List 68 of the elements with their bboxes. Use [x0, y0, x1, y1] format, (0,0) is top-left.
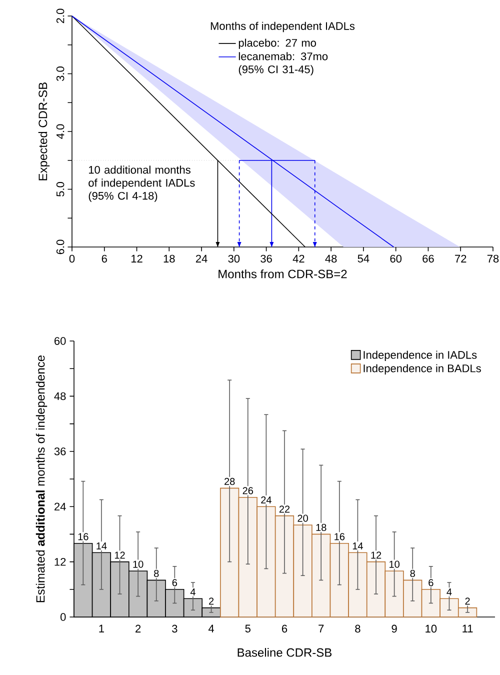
- x-tick-label: 42: [292, 254, 304, 262]
- x-axis-title: Months from CDR-SB=2: [218, 269, 347, 278]
- x-tick-label: 10: [426, 624, 437, 633]
- data-label: 2: [465, 598, 470, 605]
- x-tick-label: 60: [390, 254, 402, 263]
- annotation: 10 additional months of independent IADLs (95% CI 4-18): [88, 166, 195, 202]
- x-axis-title: Baseline CDR-SB: [238, 648, 332, 657]
- data-label: 6: [428, 579, 434, 586]
- data-label: 8: [154, 570, 159, 577]
- data-label: 26: [242, 487, 254, 494]
- y-axis-title: Estimated additional months of independence: [36, 356, 48, 602]
- x-tick-label: 3: [172, 624, 178, 633]
- y-tick-label: 12: [54, 558, 66, 566]
- legend-label: Independence in IADLs: [364, 350, 477, 361]
- legend-title: Months of independent IADLs: [210, 22, 355, 32]
- data-label: 2: [209, 598, 214, 605]
- data-label: 10: [133, 560, 144, 568]
- legend-label: lecanemab: 37mo (95% CI 31-45): [238, 52, 328, 76]
- x-tick-label: 72: [455, 254, 466, 262]
- data-label: 6: [172, 579, 178, 586]
- y-tick-label: 5.0: [56, 182, 64, 196]
- y-tick-label: 48: [54, 392, 66, 400]
- x-tick-label: 54: [358, 254, 370, 262]
- x-tick-label: 6: [102, 254, 107, 263]
- x-tick-label: 0: [69, 254, 75, 263]
- x-tick-label: 24: [196, 254, 208, 262]
- data-label: 16: [78, 533, 88, 540]
- x-tick-label: 7: [318, 624, 324, 632]
- y-tick-label: 6.0: [56, 240, 64, 254]
- data-label: 10: [390, 560, 400, 568]
- data-label: 14: [96, 542, 107, 550]
- legend-label: placebo: 27 mo: [238, 38, 316, 49]
- y-tick-label: 2.0: [56, 8, 64, 24]
- x-tick-label: 12: [131, 254, 142, 262]
- y-tick-label: 0: [60, 613, 66, 621]
- x-tick-label: 5: [245, 624, 250, 632]
- data-label: 18: [316, 524, 326, 531]
- x-tick-label: 11: [462, 624, 473, 632]
- y-tick-label: 60: [54, 337, 66, 345]
- x-tick-label: 78: [487, 254, 499, 263]
- data-label: 20: [298, 514, 308, 522]
- y-tick-label: 36: [54, 448, 66, 456]
- legend-label: Independence in BADLs: [364, 364, 481, 374]
- y-tick-label: 24: [54, 502, 66, 510]
- x-tick-label: 18: [164, 254, 175, 263]
- data-label: 8: [410, 570, 415, 577]
- data-label: 4: [446, 588, 452, 596]
- data-label: 28: [224, 478, 235, 485]
- x-tick-label: 48: [325, 254, 337, 263]
- x-tick-label: 30: [228, 254, 240, 263]
- y-tick-label: 4.0: [56, 124, 64, 139]
- x-tick-label: 66: [422, 254, 434, 263]
- y-axis-title: Expected CDR-SB: [38, 82, 50, 180]
- data-label: 16: [334, 533, 345, 540]
- x-tick-label: 8: [355, 624, 360, 633]
- x-tick-label: 36: [260, 254, 272, 263]
- data-label: 22: [279, 506, 290, 513]
- data-label: 4: [190, 588, 196, 596]
- data-label: 12: [114, 552, 125, 559]
- data-label: 24: [261, 496, 272, 504]
- x-tick-label: 6: [282, 624, 288, 633]
- data-label: 12: [371, 552, 382, 559]
- x-tick-label: 9: [392, 624, 397, 633]
- x-tick-label: 1: [99, 624, 104, 632]
- y-tick-label: 3.0: [56, 66, 64, 81]
- x-tick-label: 4: [208, 624, 214, 632]
- data-label: 14: [352, 542, 363, 550]
- x-tick-label: 2: [136, 624, 141, 632]
